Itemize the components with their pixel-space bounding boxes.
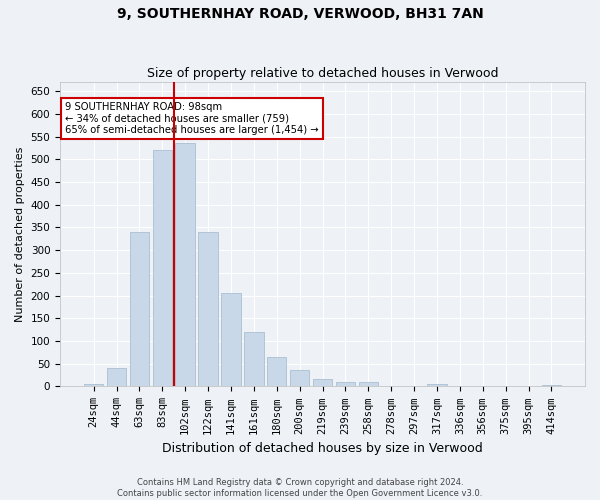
Bar [335,382,355,386]
Bar [152,150,172,386]
Y-axis label: Number of detached properties: Number of detached properties [15,146,25,322]
Text: 9 SOUTHERNHAY ROAD: 98sqm
← 34% of detached houses are smaller (759)
65% of semi: 9 SOUTHERNHAY ROAD: 98sqm ← 34% of detac… [65,102,319,135]
X-axis label: Distribution of detached houses by size in Verwood: Distribution of detached houses by size … [162,442,483,455]
Bar [290,370,310,386]
Bar [542,385,561,386]
Title: Size of property relative to detached houses in Verwood: Size of property relative to detached ho… [147,66,498,80]
Bar [427,384,446,386]
Bar [107,368,126,386]
Bar [199,232,218,386]
Bar [175,144,195,386]
Bar [244,332,263,386]
Bar [84,384,103,386]
Bar [130,232,149,386]
Bar [221,294,241,386]
Text: Contains HM Land Registry data © Crown copyright and database right 2024.
Contai: Contains HM Land Registry data © Crown c… [118,478,482,498]
Bar [267,357,286,386]
Bar [313,378,332,386]
Bar [359,382,378,386]
Text: 9, SOUTHERNHAY ROAD, VERWOOD, BH31 7AN: 9, SOUTHERNHAY ROAD, VERWOOD, BH31 7AN [116,8,484,22]
